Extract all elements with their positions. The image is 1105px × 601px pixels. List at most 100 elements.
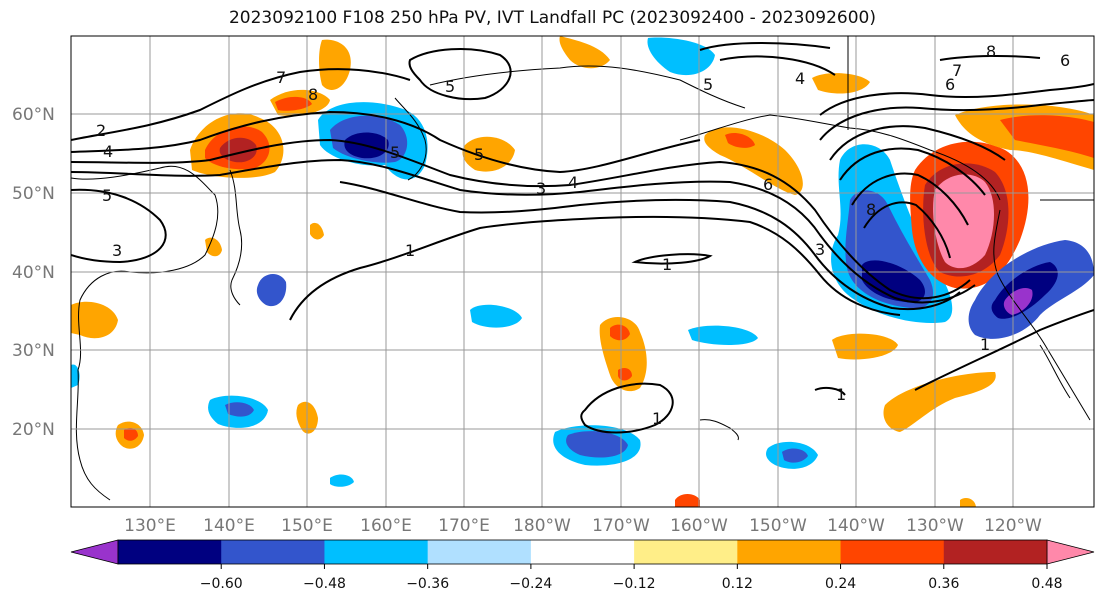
contour-label: 1 <box>980 335 990 354</box>
contour-label: 4 <box>103 142 113 161</box>
coast-japan <box>229 169 243 306</box>
coast-baja <box>1039 344 1071 399</box>
contour-label: 7 <box>952 61 962 80</box>
contour-label: 6 <box>945 75 955 94</box>
colorbar-tick-label: −0.36 <box>406 576 449 592</box>
pv-negative-blob-2 <box>470 304 522 328</box>
contour-line <box>719 55 836 76</box>
lon-tick-labels: 130°E 140°E 150°E 160°E 170°E 180°W 170°… <box>124 516 1042 536</box>
colorbar-tick-label: 0.24 <box>825 576 856 592</box>
lon-tick-label: 170°E <box>438 516 490 536</box>
contour-labels: 2 4 5 3 7 8 5 5 3 4 5 4 6 8 6 7 8 6 1 1 … <box>96 42 1070 428</box>
pv-negative-blob-1 <box>256 274 287 307</box>
pv-positive-blob-10 <box>960 498 976 507</box>
lon-tick-label: 180°W <box>513 516 571 536</box>
contour-line <box>839 147 986 196</box>
colorbar-segment <box>737 540 842 564</box>
pv-positive-region-alaska-core <box>725 133 755 148</box>
colorbar: −0.60 −0.48 −0.36 −0.24 −0.12 0.12 0.24 0.36 0.4… <box>70 539 1095 592</box>
contour-line <box>631 253 713 265</box>
coast-namerica <box>993 209 1091 421</box>
pv-negative-blob-8 <box>71 364 80 388</box>
pv-positive-blob-3 <box>832 333 898 360</box>
contour-line <box>71 110 701 174</box>
colorbar-tick-label: −0.60 <box>200 576 243 592</box>
pv-positive-region-ridge-ne <box>1000 115 1094 158</box>
map-frame <box>70 35 1095 508</box>
colorbar-segment <box>943 540 1048 564</box>
contour-line <box>819 83 1094 116</box>
contour-label: 4 <box>795 69 805 88</box>
contour-label: 5 <box>474 145 484 164</box>
lat-tick-label: 40°N <box>12 263 55 283</box>
lon-tick-label: 140°E <box>203 516 255 536</box>
lon-tick-label: 150°W <box>749 516 807 536</box>
lon-tick-label: 160°W <box>670 516 728 536</box>
lat-tick-labels: 60°N 50°N 40°N 30°N 20°N <box>12 105 55 440</box>
contour-label: 3 <box>112 241 122 260</box>
pv-positive-region-arctic <box>559 36 610 69</box>
pv-positive-blob-9 <box>310 222 324 240</box>
ivt-contours <box>71 42 1094 434</box>
colorbar-tick-label: 0.48 <box>1031 576 1062 592</box>
contour-line <box>289 215 901 321</box>
lon-tick-label: 130°W <box>906 516 964 536</box>
contour-label: 3 <box>536 179 546 198</box>
pv-positive-blob-1 <box>71 301 118 339</box>
contour-label: 1 <box>662 255 672 274</box>
lat-tick-label: 20°N <box>12 420 55 440</box>
contour-line <box>914 309 1094 391</box>
contour-line <box>814 386 846 396</box>
contour-line <box>339 181 961 311</box>
contour-label: 1 <box>405 241 415 260</box>
pv-negative-blob-6-core <box>782 448 808 463</box>
lon-tick-label: 160°E <box>360 516 412 536</box>
contour-line <box>71 158 976 304</box>
contour-line <box>851 172 969 226</box>
contour-label: 8 <box>308 85 318 104</box>
map-title: 2023092100 F108 250 hPa PV, IVT Landfall… <box>228 8 876 28</box>
contour-line <box>71 138 971 300</box>
colorbar-segment <box>840 540 945 564</box>
colorbar-segment <box>221 540 325 564</box>
lon-tick-label: 170°W <box>592 516 650 536</box>
colorbar-tick-label: −0.24 <box>509 576 552 592</box>
colorbar-segment <box>118 540 222 564</box>
pv-positive-blob-4 <box>883 372 996 432</box>
coast-kamchatka <box>394 97 427 181</box>
pv-negative-region-eastpac-inner <box>862 260 925 303</box>
contour-label: 5 <box>390 143 400 162</box>
pv-negative-blob-4-core <box>225 402 254 417</box>
contour-label: 3 <box>815 240 825 259</box>
contour-label: 1 <box>836 385 846 404</box>
lat-tick-label: 30°N <box>12 341 55 361</box>
contour-label: 1 <box>652 409 662 428</box>
contour-line <box>819 99 1094 141</box>
pv-negative-region-california-purple <box>1003 288 1033 315</box>
colorbar-segment <box>324 540 429 564</box>
contour-label: 8 <box>986 42 996 61</box>
pv-negative-blob-3 <box>688 325 758 345</box>
contour-label: 2 <box>96 121 106 140</box>
contour-line <box>408 47 512 101</box>
contour-label: 4 <box>568 173 578 192</box>
contour-label: 5 <box>102 186 112 205</box>
contour-line <box>829 125 1006 161</box>
colorbar-tick-label: 0.36 <box>928 576 959 592</box>
pv-positive-blob-7 <box>675 494 700 507</box>
gridlines <box>71 36 1094 507</box>
lon-tick-label: 150°E <box>281 516 333 536</box>
pv-positive-blob-2-core <box>610 324 630 341</box>
pv-positive-region-okhotsk <box>319 39 351 90</box>
pv-positive-region-kurils-core <box>275 96 312 111</box>
contour-line <box>699 42 831 51</box>
lat-tick-label: 50°N <box>12 184 55 204</box>
pv-negative-blob-5-core <box>566 431 628 458</box>
coast-hawaii <box>699 419 739 441</box>
colorbar-tick-label: −0.12 <box>613 576 656 592</box>
colorbar-segment <box>530 540 635 564</box>
contour-line <box>71 188 167 264</box>
coast-siberia <box>429 65 746 109</box>
colorbar-segment <box>427 540 532 564</box>
colorbar-extend-low <box>70 539 119 565</box>
